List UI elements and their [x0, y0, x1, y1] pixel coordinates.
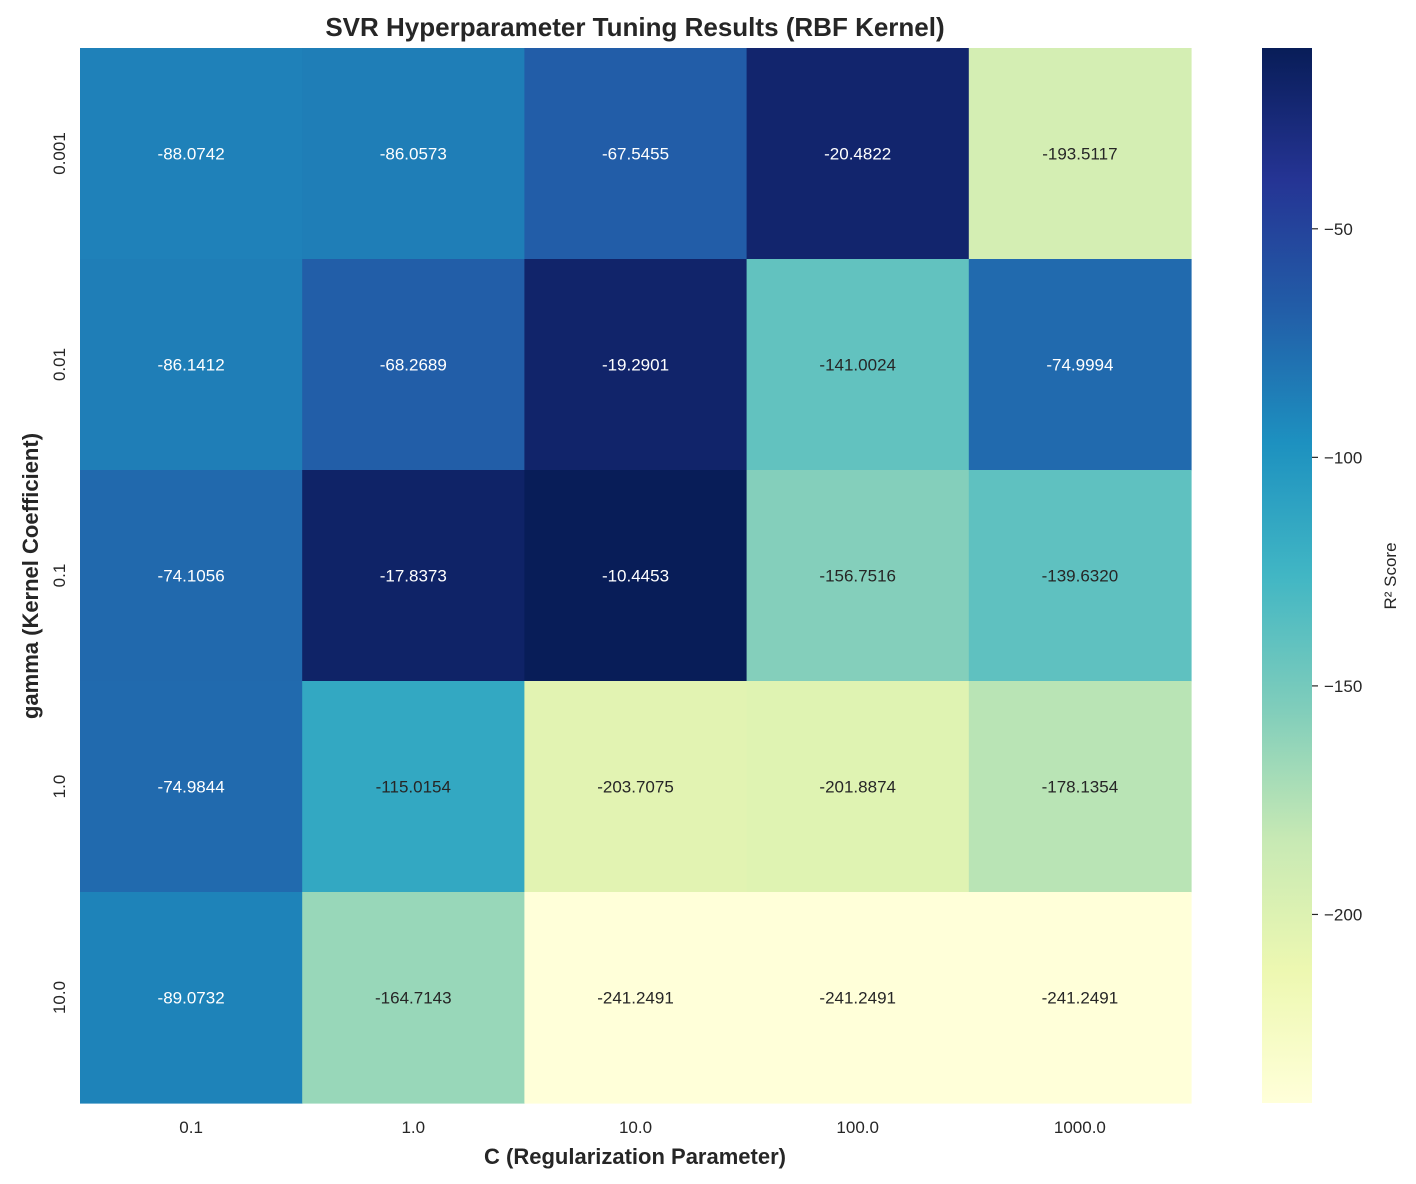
heatmap-cell-value: -17.8373 — [380, 567, 447, 586]
heatmap-cell-value: -89.0732 — [158, 989, 225, 1008]
heatmap-cell — [524, 48, 748, 260]
y-tick-label: 0.001 — [50, 132, 69, 175]
y-tick-label: 1.0 — [50, 775, 69, 799]
heatmap-cell-value: -164.7143 — [375, 989, 452, 1008]
heatmap-cell — [746, 892, 970, 1104]
heatmap-cell-value: -88.0742 — [158, 145, 225, 164]
heatmap-cell — [80, 892, 303, 1104]
heatmap-cell-value: -19.2901 — [602, 356, 669, 375]
heatmap-cell-value: -201.8874 — [819, 778, 896, 797]
heatmap-cell — [746, 470, 970, 682]
y-tick-label: 10.0 — [50, 981, 69, 1014]
heatmap-cell — [524, 259, 748, 471]
heatmap-cell-value: -86.0573 — [380, 145, 447, 164]
heatmap-cell — [302, 259, 525, 471]
heatmap-cell — [524, 681, 748, 893]
heatmap-cell-value: -141.0024 — [819, 356, 896, 375]
heatmap-cell-value: -178.1354 — [1042, 778, 1119, 797]
heatmap-cell — [80, 259, 303, 471]
heatmap-cell — [968, 259, 1192, 471]
y-axis-ticks: 0.001 0.01 0.1 1.0 10.0 — [50, 132, 69, 1014]
heatmap-cell — [968, 470, 1192, 682]
heatmap-cell-value: -68.2689 — [380, 356, 447, 375]
heatmap-cell — [524, 470, 748, 682]
x-axis-label: C (Regularization Parameter) — [484, 1144, 786, 1169]
heatmap-cell — [968, 48, 1192, 260]
heatmap-cell-value: -86.1412 — [158, 356, 225, 375]
y-tick-label: 0.1 — [50, 564, 69, 588]
heatmap-cell-value: -241.2491 — [1042, 989, 1119, 1008]
heatmap-cell — [302, 470, 525, 682]
y-axis-label: gamma (Kernel Coefficient) — [18, 433, 43, 719]
colorbar-tick-label: −100 — [1324, 448, 1362, 467]
colorbar-ticks: −50 −100 −150 −200 — [1312, 220, 1362, 924]
x-tick-label: 10.0 — [619, 1118, 652, 1137]
colorbar-tick-label: −150 — [1324, 677, 1362, 696]
colorbar-tick-label: −50 — [1324, 220, 1353, 239]
heatmap-cell-labels: -88.0742 -86.0573 -67.5455 -20.4822 -193.511… — [158, 145, 1119, 1008]
heatmap-cell — [302, 892, 525, 1104]
heatmap-cell — [80, 681, 303, 893]
heatmap-cell-value: -115.0154 — [376, 778, 451, 797]
heatmap-cell — [968, 681, 1192, 893]
heatmap-cell — [746, 48, 970, 260]
y-tick-label: 0.01 — [50, 348, 69, 381]
heatmap-cell — [302, 681, 525, 893]
heatmap-cell-value: -74.9844 — [158, 778, 225, 797]
heatmap-cell — [968, 892, 1192, 1104]
x-tick-label: 0.1 — [179, 1118, 203, 1137]
heatmap-cell — [302, 48, 525, 260]
heatmap-cell-value: -241.2491 — [819, 989, 896, 1008]
heatmap-cell — [524, 892, 748, 1104]
x-tick-label: 1000.0 — [1054, 1118, 1106, 1137]
colorbar — [1262, 48, 1312, 1103]
heatmap-cell — [746, 681, 970, 893]
heatmap-cell-value: -74.9994 — [1046, 356, 1113, 375]
heatmap-cell — [80, 48, 303, 260]
heatmap-cell-value: -193.5117 — [1042, 145, 1117, 164]
heatmap-cell-value: -241.2491 — [597, 989, 674, 1008]
colorbar-tick-label: −200 — [1324, 905, 1362, 924]
x-tick-label: 1.0 — [401, 1118, 425, 1137]
chart-title: SVR Hyperparameter Tuning Results (RBF K… — [325, 12, 944, 42]
x-tick-label: 100.0 — [836, 1118, 879, 1137]
heatmap-cell — [746, 259, 970, 471]
x-axis-ticks: 0.1 1.0 10.0 100.0 1000.0 — [179, 1118, 1106, 1137]
heatmap-cell-value: -20.4822 — [824, 145, 891, 164]
heatmap-cells — [80, 48, 1192, 1104]
heatmap-cell-value: -203.7075 — [597, 778, 674, 797]
heatmap-cell-value: -139.6320 — [1042, 567, 1119, 586]
heatmap-cell-value: -156.7516 — [819, 567, 896, 586]
heatmap-cell-value: -67.5455 — [602, 145, 669, 164]
colorbar-label: R² Score — [1381, 542, 1400, 609]
heatmap-cell-value: -10.4453 — [602, 567, 669, 586]
heatmap-cell-value: -74.1056 — [158, 567, 225, 586]
heatmap-cell — [80, 470, 303, 682]
